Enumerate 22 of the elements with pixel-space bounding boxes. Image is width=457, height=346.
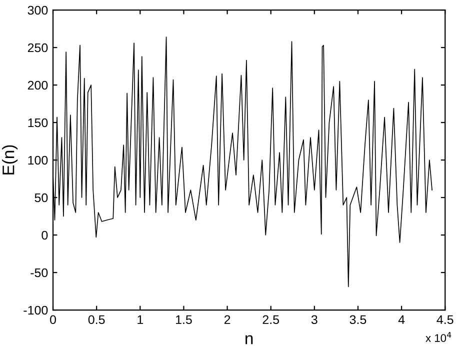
x-tick-label: 1.5	[176, 315, 192, 324]
y-tick-label: -100	[24, 306, 48, 315]
x-tick-label: 2	[224, 315, 230, 324]
x-tick-label: 1	[138, 315, 144, 324]
y-tick-label: 100	[28, 156, 48, 165]
y-tick-label: 50	[34, 193, 48, 202]
x-tick-label: 2.5	[262, 315, 280, 324]
y-tick-label: 200	[28, 80, 48, 90]
x-tick-label: 3.5	[350, 315, 366, 324]
x-tick-label: 3	[311, 315, 318, 324]
y-tick-label: 150	[28, 118, 48, 128]
x-axis-title: n	[246, 335, 253, 344]
y-tick-label: 300	[28, 6, 48, 15]
x-tick-label: 4.5	[436, 315, 454, 324]
y-tick-label: 0	[42, 230, 48, 240]
text: x 10$^{4}$	[426, 332, 452, 342]
y-axis-title: E(n)	[2, 145, 18, 174]
y-tick-label: 250	[28, 43, 48, 52]
x-tick-label: 4	[398, 315, 405, 324]
y-tick-label: -50	[30, 268, 48, 278]
x-tick-label: 0.5	[88, 315, 105, 324]
x-tick-label: 0	[50, 315, 56, 324]
